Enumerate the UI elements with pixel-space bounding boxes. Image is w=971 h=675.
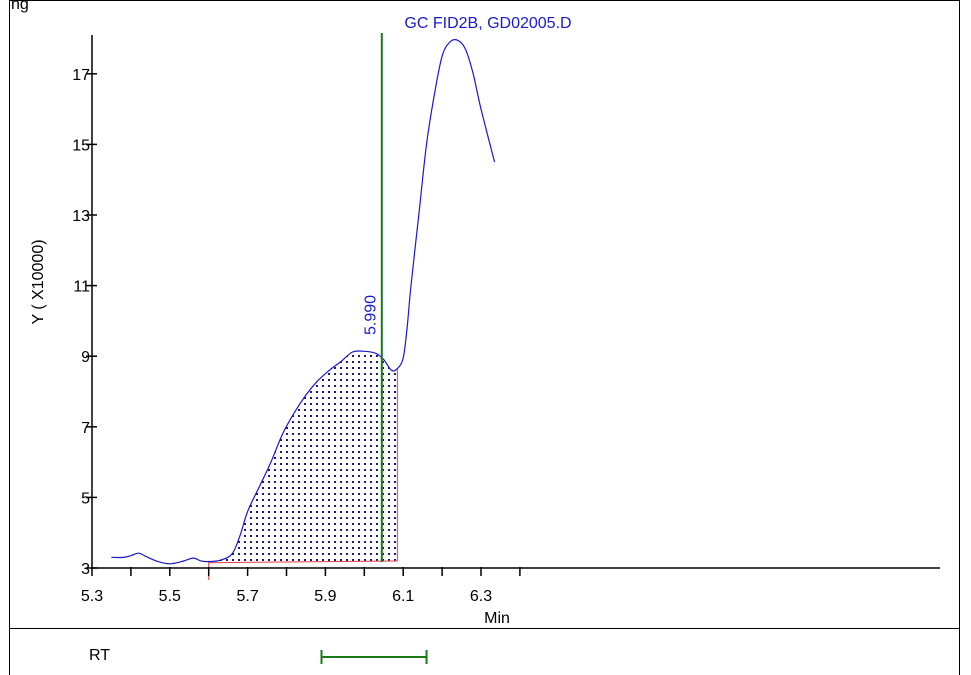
- x-axis-title: Min: [484, 610, 510, 627]
- x-tick-label: 5.7: [236, 588, 258, 605]
- y-tick-label: 15: [72, 137, 90, 154]
- y-tick-label: 7: [81, 420, 90, 437]
- y-tick-label: 5: [81, 490, 90, 507]
- y-tick-label: 9: [81, 349, 90, 366]
- y-axis: 3 5 7 9 11 13 15 17: [72, 35, 97, 578]
- y-tick-label: 3: [81, 561, 90, 578]
- chromatogram-panel: ng GC FID2B, GD02005.D 5.990 3 5 7 9 11 13 15 1…: [9, 0, 960, 675]
- rt-range-bar: [320, 650, 428, 664]
- chart-title: GC FID2B, GD02005.D: [404, 15, 571, 32]
- peak-retention-label: 5.990: [362, 295, 379, 335]
- y-tick-label: 11: [73, 279, 90, 296]
- y-axis-title: Y ( X10000): [30, 239, 47, 324]
- x-tick-label: 5.5: [159, 588, 181, 605]
- x-tick-label: 6.3: [470, 588, 492, 605]
- integrated-peak-area: [208, 351, 398, 563]
- y-tick-label: 17: [72, 67, 90, 84]
- x-tick-label: 5.9: [314, 588, 336, 605]
- integration-baseline: [208, 560, 398, 564]
- chromatogram-chart: ng GC FID2B, GD02005.D 5.990 3 5 7 9 11 13 15 1…: [9, 0, 960, 675]
- y-tick-label: 13: [72, 208, 90, 225]
- x-axis: 5.3 5.5 5.7 5.9 6.1 6.3: [81, 567, 940, 605]
- x-tick-label: 6.1: [392, 588, 414, 605]
- header-fragment: ng: [11, 0, 29, 13]
- signal-trace: [111, 39, 496, 565]
- rt-row-label: RT: [89, 647, 110, 664]
- x-tick-label: 5.3: [81, 588, 103, 605]
